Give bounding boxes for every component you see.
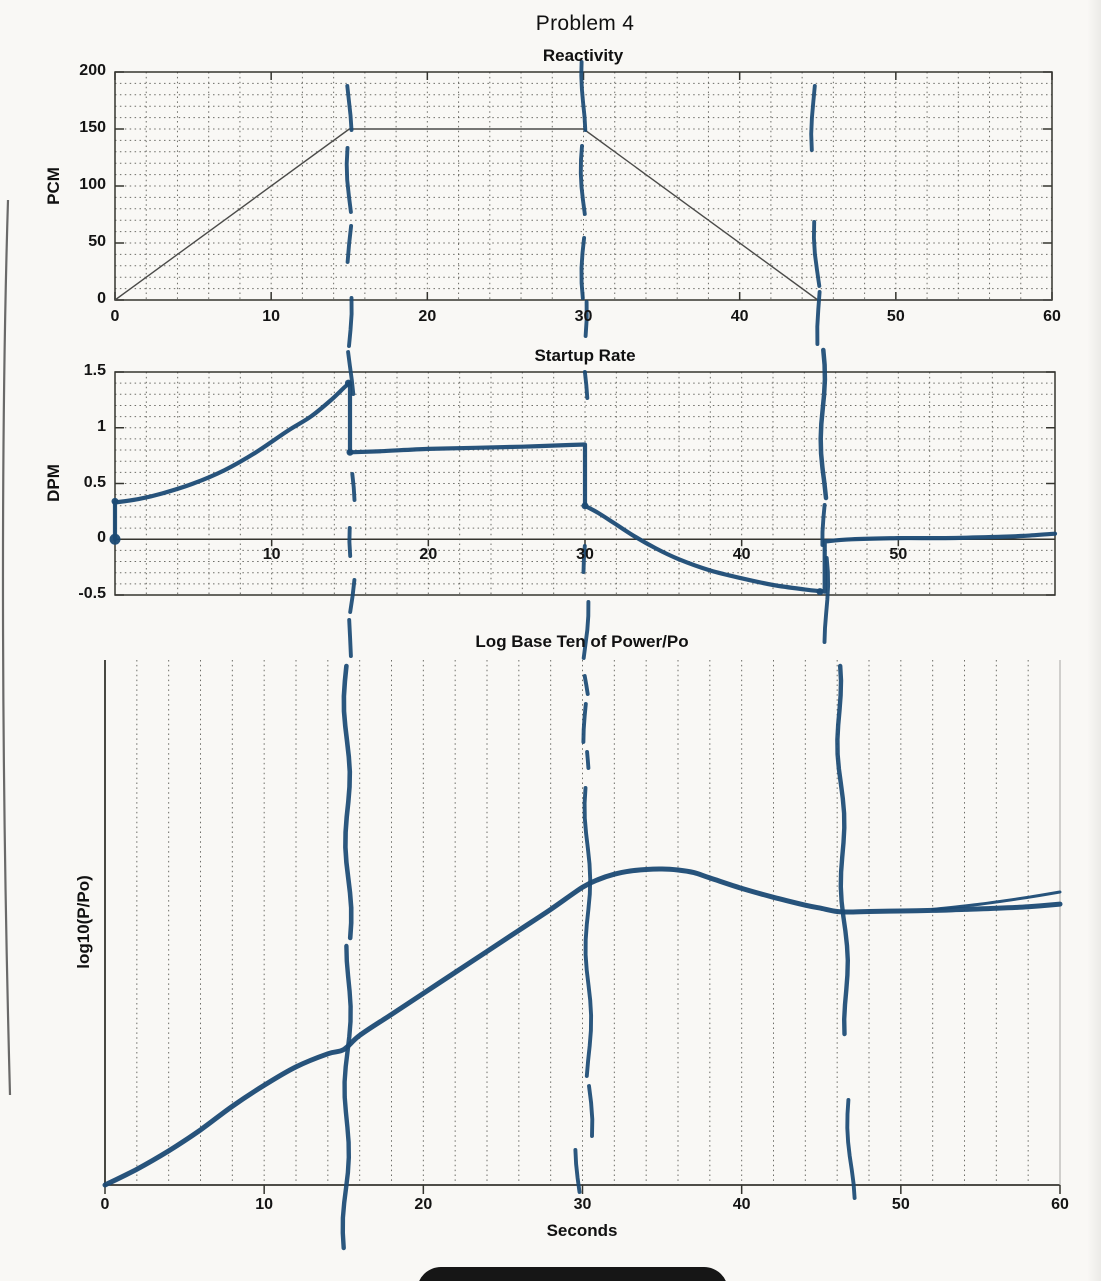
hand-marker-line-30s (582, 786, 594, 1078)
hand-marker-line-15s (345, 224, 354, 264)
chart2-y-tick-label: 1 (97, 417, 106, 435)
hand-marker-line-46s (811, 220, 822, 288)
hand-marker-line-15s (341, 663, 354, 941)
hand-marker-line-30s (579, 236, 587, 300)
hand-marker-line-30s (581, 702, 588, 744)
startup-rate-curve (112, 381, 1058, 594)
chart1-x-tick-label: 60 (1043, 308, 1061, 325)
hand-marker-line-30s (583, 300, 589, 338)
hand-marker-line-30s (581, 600, 591, 660)
chart1-x-tick-label: 20 (418, 308, 437, 325)
chart2-y-tick-label: 0 (97, 529, 106, 547)
chart2-x-tick-label: 40 (732, 546, 751, 564)
chart2-x-tick-label: 20 (419, 546, 438, 564)
chart2-y-tick-label: 1.5 (83, 362, 106, 379)
hand-marker-line-15s (347, 296, 354, 348)
chart1-y-tick-label: 150 (79, 119, 106, 136)
chart3-x-tick-label: 40 (732, 1196, 751, 1213)
hand-marker-line-46s (845, 1098, 857, 1200)
bottom-pill (417, 1267, 728, 1281)
hand-marker-line-30s (573, 1148, 582, 1194)
hand-marker-line-46s (809, 84, 817, 152)
chart1-x-tick-label: 0 (110, 308, 120, 325)
hand-marker-line-30s (587, 1084, 595, 1138)
page-title: Problem 4 (535, 12, 635, 35)
chart1-x-tick-label: 50 (886, 308, 905, 325)
hand-marker-line-15s (344, 146, 353, 214)
chart1-y-tick-label: 50 (88, 233, 106, 250)
hand-marker-line-46s (815, 290, 822, 346)
hand-marker-line-15s (346, 350, 356, 396)
log-power-curve (102, 866, 1063, 1188)
chart3-x-tick-label: 60 (1051, 1196, 1069, 1213)
chart2-y-tick-label: -0.5 (78, 585, 106, 602)
chart1-x-tick-label: 10 (262, 308, 281, 325)
chart1-y-tick-label: 200 (79, 62, 106, 79)
hand-marker-line-15s (347, 618, 353, 658)
chart3-x-tick-label: 50 (891, 1196, 910, 1213)
hand-marker-line-46s (820, 503, 827, 547)
hand-marker-line-15s (350, 472, 357, 502)
hand-marker-line-15s (347, 526, 353, 558)
hand-marker-line-15s (340, 943, 353, 1251)
hand-marker-line-30s (578, 144, 587, 216)
chart3-x-tick-label: 20 (414, 1196, 433, 1213)
hand-marker-line-15s (348, 578, 357, 614)
chart3-x-tick-label: 10 (255, 1196, 274, 1213)
ink-dot (109, 533, 121, 545)
log-power-split-stroke (931, 890, 1062, 911)
hand-marker-line-30s (585, 750, 591, 770)
hand-marker-line-30s (582, 674, 590, 696)
ink-blob (111, 497, 119, 505)
chart3-x-tick-label: 0 (100, 1196, 110, 1213)
hand-marker-line-46s (818, 347, 829, 501)
ink-blob (816, 588, 824, 596)
hand-marker-line-30s (581, 544, 587, 574)
scan-right-shade (1087, 0, 1101, 1281)
chart1-title: Reactivity (542, 46, 624, 65)
ink-blob (581, 502, 589, 510)
chart2-title: Startup Rate (534, 346, 636, 365)
hand-marker-line-46s (822, 556, 831, 644)
chart1-y-tick-label: 100 (79, 176, 106, 193)
ink-blob (346, 448, 354, 456)
hand-marker-line-30s (582, 370, 590, 400)
hand-marker-line-30s (579, 60, 588, 132)
chart3-title: Log Base Ten of Power/Po (475, 632, 689, 651)
chart2-x-tick-label: 50 (889, 546, 908, 564)
chart3-x-tick-label: 30 (573, 1196, 592, 1213)
x-axis-label-seconds: Seconds (546, 1221, 618, 1240)
hand-marker-line-46s (835, 663, 851, 1037)
chart2-x-tick-label: 10 (262, 546, 281, 564)
hand-marker-line-15s (345, 84, 354, 132)
chart3-y-axis-label: log10(P/Po) (74, 875, 93, 969)
chart1-x-tick-label: 30 (574, 308, 593, 325)
scan-edge-artifact (1, 199, 12, 1096)
chart1-x-tick-label: 40 (730, 308, 749, 325)
chart2-y-tick-label: 0.5 (83, 473, 106, 491)
chart2-x-tick-label: 30 (576, 546, 594, 564)
ink-blob (344, 379, 352, 387)
chart1-y-tick-label: 0 (97, 290, 106, 307)
